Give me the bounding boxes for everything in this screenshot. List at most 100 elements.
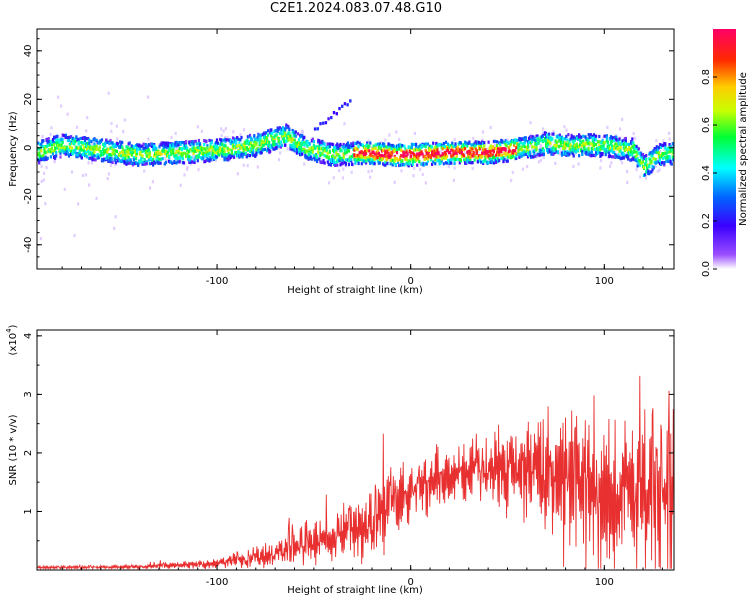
spectral-cell bbox=[534, 141, 537, 145]
spectral-cell bbox=[382, 148, 385, 152]
spectral-cell bbox=[453, 149, 456, 153]
spectral-cell bbox=[547, 143, 550, 147]
spectral-cell bbox=[152, 163, 155, 167]
spectral-cell bbox=[269, 145, 272, 149]
spectral-cell bbox=[335, 161, 338, 165]
spectral-cell bbox=[586, 152, 589, 156]
spectral-cell bbox=[300, 145, 303, 149]
spectral-cell bbox=[519, 140, 522, 145]
spectral-cell bbox=[630, 158, 633, 162]
spectral-cell bbox=[179, 151, 182, 155]
spectral-cell bbox=[548, 132, 551, 136]
spectral-cell bbox=[148, 151, 151, 155]
spectral-cell bbox=[571, 139, 574, 143]
spectral-cell bbox=[81, 152, 84, 156]
spectral-cell bbox=[357, 161, 360, 166]
spectral-cell bbox=[281, 128, 285, 132]
spectral-cell bbox=[564, 144, 567, 148]
spectral-cell bbox=[37, 141, 40, 145]
spectrogram-axes: -100 0 100 -40 -20 0 20 40 bbox=[23, 29, 674, 287]
spectral-cell bbox=[312, 154, 315, 158]
spectral-cell bbox=[505, 140, 508, 144]
spectral-noise-cell bbox=[224, 136, 227, 140]
spectral-cell bbox=[405, 150, 408, 154]
spectral-cell bbox=[228, 148, 231, 152]
spectral-cell bbox=[560, 153, 564, 157]
spectral-cell bbox=[601, 152, 604, 156]
spectral-cell bbox=[261, 133, 264, 137]
spectral-cell bbox=[524, 136, 527, 140]
spectral-cell bbox=[317, 150, 320, 154]
spectral-noise-cell bbox=[336, 149, 339, 153]
spectral-cell bbox=[672, 150, 674, 154]
spectral-cell bbox=[81, 136, 84, 140]
spectral-cell bbox=[344, 145, 347, 149]
spectral-cell bbox=[186, 146, 189, 150]
spectral-cell bbox=[568, 152, 571, 156]
spectral-cell bbox=[357, 160, 360, 164]
spectral-cell bbox=[327, 162, 330, 167]
spectral-cell bbox=[181, 152, 184, 156]
spectral-cell bbox=[46, 156, 49, 160]
spectral-cell bbox=[595, 142, 598, 147]
spectral-cell bbox=[587, 146, 590, 150]
spectral-noise-cell bbox=[301, 130, 304, 134]
spectral-cell bbox=[177, 149, 180, 153]
spectral-cell bbox=[605, 136, 608, 140]
spectral-cell bbox=[483, 144, 486, 148]
spectral-cell bbox=[664, 144, 667, 148]
spectral-cell bbox=[251, 144, 254, 148]
spectral-cell bbox=[226, 146, 229, 150]
spectral-cell bbox=[526, 142, 530, 146]
spectral-cell bbox=[492, 155, 495, 159]
spectral-cell bbox=[141, 144, 144, 148]
spectral-cell bbox=[336, 142, 339, 146]
spectral-cell bbox=[287, 138, 290, 142]
spectral-cell bbox=[518, 143, 521, 148]
spectral-cell bbox=[377, 146, 380, 150]
spectral-cell bbox=[425, 162, 428, 166]
spectral-cell bbox=[164, 160, 167, 164]
spectral-cell bbox=[332, 143, 335, 147]
spectral-cell bbox=[197, 149, 200, 153]
spectral-cell bbox=[139, 152, 142, 156]
spectral-cell bbox=[503, 141, 506, 145]
spectral-cell bbox=[633, 144, 636, 148]
spectral-noise-cell bbox=[53, 160, 56, 164]
spectral-cell bbox=[292, 130, 295, 134]
spectral-noise-cell bbox=[350, 170, 353, 174]
spectral-cell bbox=[368, 149, 371, 153]
spectral-cell bbox=[126, 159, 129, 163]
spectral-cell bbox=[246, 147, 249, 152]
spectral-noise-cell bbox=[87, 161, 90, 165]
spectral-cell bbox=[539, 135, 542, 139]
spectral-cell bbox=[607, 151, 610, 155]
spectral-cell bbox=[333, 160, 336, 165]
spectral-cell bbox=[121, 140, 124, 144]
spectral-cell bbox=[310, 157, 313, 161]
spectral-cell bbox=[131, 147, 134, 151]
spectral-cell bbox=[84, 149, 88, 154]
spectral-cell bbox=[415, 142, 418, 146]
spectral-cell bbox=[137, 147, 140, 151]
spectral-cell bbox=[254, 137, 257, 141]
spectral-cell bbox=[509, 153, 512, 157]
spectral-cell bbox=[177, 143, 180, 147]
spectral-noise-cell bbox=[537, 160, 541, 164]
spectral-cell bbox=[498, 150, 501, 154]
spectral-cell bbox=[56, 138, 59, 142]
spectral-cell bbox=[631, 137, 634, 141]
spectral-noise-cell bbox=[277, 158, 281, 162]
spectral-cell bbox=[223, 150, 226, 154]
spectral-cell bbox=[56, 146, 59, 150]
spectral-cell bbox=[608, 146, 611, 150]
spectral-cell bbox=[449, 151, 452, 155]
spectral-cell bbox=[193, 146, 196, 150]
spectral-cell bbox=[366, 149, 369, 153]
spectral-cell bbox=[187, 157, 190, 161]
spectral-cell bbox=[632, 156, 635, 160]
spectral-cell bbox=[51, 152, 55, 156]
spectral-cell bbox=[442, 162, 445, 166]
spectral-cell bbox=[390, 147, 393, 151]
spectral-noise-cell bbox=[559, 148, 562, 152]
